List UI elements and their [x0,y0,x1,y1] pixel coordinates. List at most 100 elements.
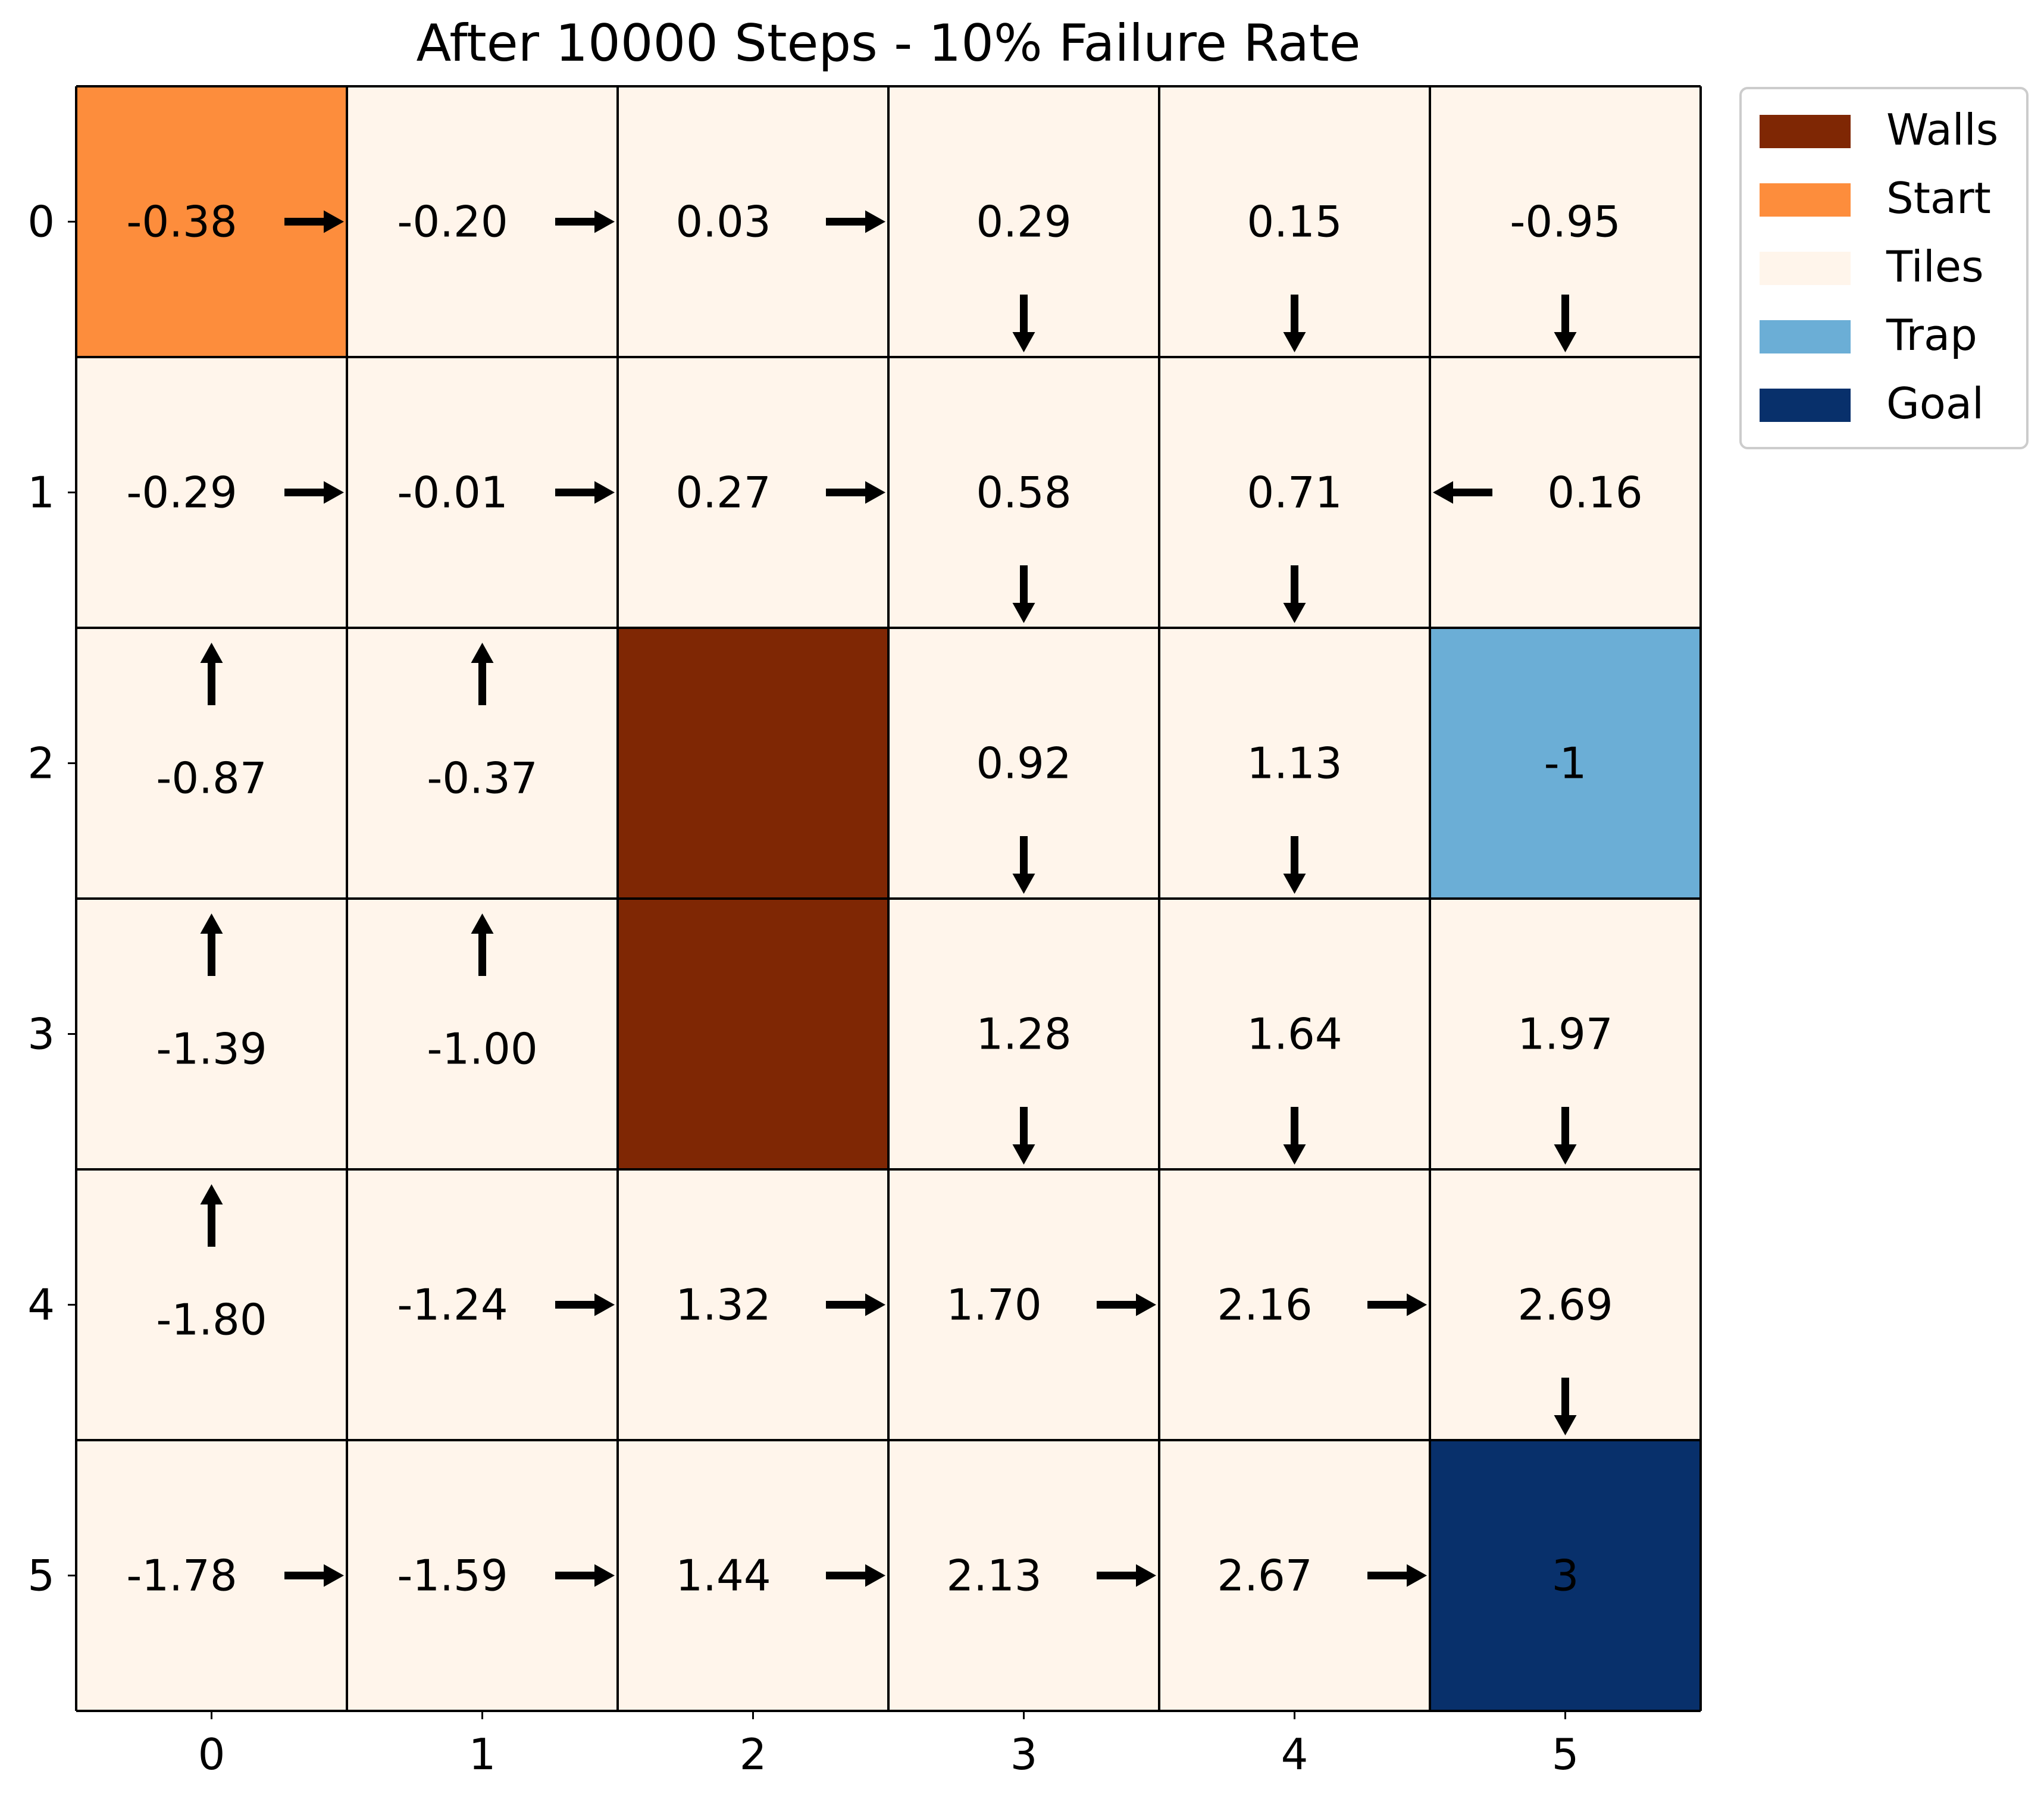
legend-swatch-walls [1760,115,1851,148]
arrow-right-icon [555,1564,615,1587]
value-label-r1-c0: -0.29 [126,468,237,518]
arrow-right-icon [555,481,615,504]
x-tick-label: 1 [469,1729,496,1779]
arrow-right-icon [284,481,344,504]
y-tick-label: 5 [27,1551,55,1601]
value-label-r1-c5: 0.16 [1547,468,1642,518]
value-label-r4-c0: -1.80 [156,1295,267,1345]
legend: Walls Start Tiles Trap Goal [1739,87,2029,449]
legend-label-walls: Walls [1886,105,1998,155]
arrow-right-icon [1367,1293,1427,1316]
value-label-r0-c1: -0.20 [397,197,508,247]
value-label-r4-c5: 2.69 [1517,1280,1613,1330]
arrow-down-icon [1012,565,1035,623]
arrow-right-icon [826,210,885,233]
value-label-r3-c0: -1.39 [156,1024,267,1074]
legend-label-tiles: Tiles [1886,242,1984,292]
axes-layer: 0 1 2 3 4 5 0 1 2 3 4 5 [27,197,1579,1780]
grid-layer [75,85,1702,1712]
value-label-r2-c5: -1 [1544,739,1587,789]
arrow-right-icon [826,1564,885,1587]
arrow-left-icon [1433,481,1492,504]
arrow-down-icon [1554,1107,1577,1165]
arrow-up-icon [471,643,494,705]
x-tick-label: 0 [198,1729,226,1779]
value-label-r0-c4: 0.15 [1247,197,1342,247]
value-label-r4-c1: -1.24 [397,1280,508,1330]
cell-goal-r5-c5 [1430,1440,1701,1711]
arrow-down-icon [1012,295,1035,352]
cell-walls-r3-c2 [618,899,888,1169]
arrow-right-icon [555,1293,615,1316]
y-tick-label: 1 [27,468,55,518]
value-label-r0-c2: 0.03 [675,197,771,247]
value-label-r1-c1: -0.01 [397,468,508,518]
value-label-r1-c3: 0.58 [976,468,1071,518]
legend-swatch-trap [1760,320,1851,353]
arrow-right-icon [1097,1564,1156,1587]
arrow-down-icon [1283,295,1306,352]
chart-title: After 10000 Steps - 10% Failure Rate [416,14,1360,73]
arrow-down-icon [1283,565,1306,623]
arrow-down-icon [1012,836,1035,894]
arrow-up-icon [471,913,494,976]
legend-label-start: Start [1886,173,1991,223]
value-label-r3-c4: 1.64 [1247,1009,1342,1059]
value-label-r3-c5: 1.97 [1517,1009,1613,1059]
legend-frame [1739,87,2029,449]
value-label-r3-c1: -1.00 [427,1024,537,1074]
legend-swatch-start [1760,183,1851,217]
value-label-r5-c3: 2.13 [946,1551,1041,1601]
cell-trap-r2-c5 [1430,628,1701,899]
arrow-down-icon [1554,1378,1577,1435]
y-tick-label: 2 [27,739,55,789]
arrow-right-icon [1097,1293,1156,1316]
arrow-down-icon [1554,295,1577,352]
arrow-right-icon [284,1564,344,1587]
x-tick-label: 5 [1552,1729,1579,1779]
value-label-r1-c2: 0.27 [675,468,771,518]
value-label-r0-c0: -0.38 [126,197,237,247]
arrow-down-icon [1283,1107,1306,1165]
legend-swatch-goal [1760,389,1851,422]
legend-label-trap: Trap [1886,310,1977,360]
x-tick-label: 3 [1010,1729,1038,1779]
arrow-down-icon [1283,836,1306,894]
arrow-right-icon [1367,1564,1427,1587]
value-label-r1-c4: 0.71 [1247,468,1342,518]
value-label-r4-c4: 2.16 [1217,1280,1312,1330]
y-tick-label: 0 [27,197,55,247]
x-tick-label: 2 [740,1729,767,1779]
value-label-r3-c3: 1.28 [976,1009,1071,1059]
arrow-down-icon [1012,1107,1035,1165]
y-tick-label: 4 [27,1280,55,1330]
value-label-r0-c3: 0.29 [976,197,1071,247]
value-label-r2-c4: 1.13 [1247,739,1342,789]
value-label-r5-c0: -1.78 [126,1551,237,1601]
y-tick-label: 3 [27,1009,55,1059]
value-label-r5-c4: 2.67 [1217,1551,1312,1601]
arrow-right-icon [826,481,885,504]
value-label-r4-c3: 1.70 [946,1280,1041,1330]
value-label-r2-c0: -0.87 [156,753,267,803]
value-label-r2-c1: -0.37 [427,753,537,803]
arrow-up-icon [200,1184,223,1247]
legend-label-goal: Goal [1886,378,1984,428]
value-label-r5-c1: -1.59 [397,1551,508,1601]
value-label-r4-c2: 1.32 [675,1280,771,1330]
cell-walls-r2-c2 [618,628,888,899]
legend-swatch-tiles [1760,252,1851,285]
arrow-right-icon [826,1293,885,1316]
value-label-r0-c5: -0.95 [1510,197,1620,247]
value-label-r5-c5: 3 [1552,1551,1579,1601]
value-label-r5-c2: 1.44 [675,1551,771,1601]
arrow-right-icon [555,210,615,233]
arrow-up-icon [200,913,223,976]
arrow-up-icon [200,643,223,705]
x-tick-label: 4 [1281,1729,1309,1779]
value-label-r2-c3: 0.92 [976,739,1071,789]
arrow-right-icon [284,210,344,233]
policy-arrows-layer [200,210,1577,1587]
value-labels-layer: -0.38 -0.20 0.03 0.29 0.15 -0.95 -0.29 -0.01 0.2… [126,197,1642,1601]
